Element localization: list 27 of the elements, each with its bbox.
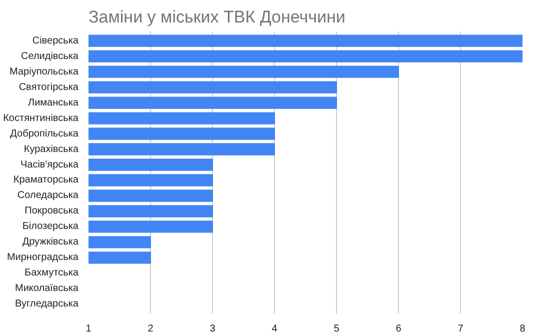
y-tick-label: Часів'ярська [20, 159, 79, 170]
y-tick-label: Дружківська [22, 236, 79, 248]
x-tick-label: 8 [520, 324, 526, 334]
y-tick-label: Святогірська [18, 82, 79, 93]
x-tick-label: 1 [86, 324, 92, 334]
y-tick-label: Миколаївська [15, 283, 79, 294]
y-tick-label: Костянтинівська [3, 112, 79, 124]
x-tick-label: 5 [334, 324, 340, 334]
y-tick-label: Соледарська [17, 190, 79, 202]
x-tick-label: 4 [272, 324, 278, 334]
y-tick-label: Лиманська [28, 97, 79, 108]
y-tick-label: Бахмутська [24, 268, 79, 279]
chart-title: Заміни у міських ТВК Донеччини [88, 8, 346, 26]
y-tick-label: Вугледарська [15, 298, 79, 310]
x-tick-label: 6 [396, 324, 402, 334]
x-tick-label: 7 [458, 324, 464, 334]
y-tick-label: Покровська [24, 206, 79, 217]
y-tick-label: Білозерська [22, 221, 79, 232]
x-tick-label: 2 [148, 324, 154, 334]
x-tick-label: 3 [210, 324, 216, 334]
y-tick-label: Мирноградська [6, 252, 79, 264]
y-tick-label: Краматорська [13, 174, 79, 186]
y-tick-label: Добропільська [10, 128, 79, 140]
y-tick-label: Селидівська [21, 50, 79, 62]
y-tick-label: Курахівська [24, 144, 79, 155]
y-tick-label: Маріупольська [10, 66, 79, 78]
y-tick-label: Сіверська [32, 35, 79, 46]
